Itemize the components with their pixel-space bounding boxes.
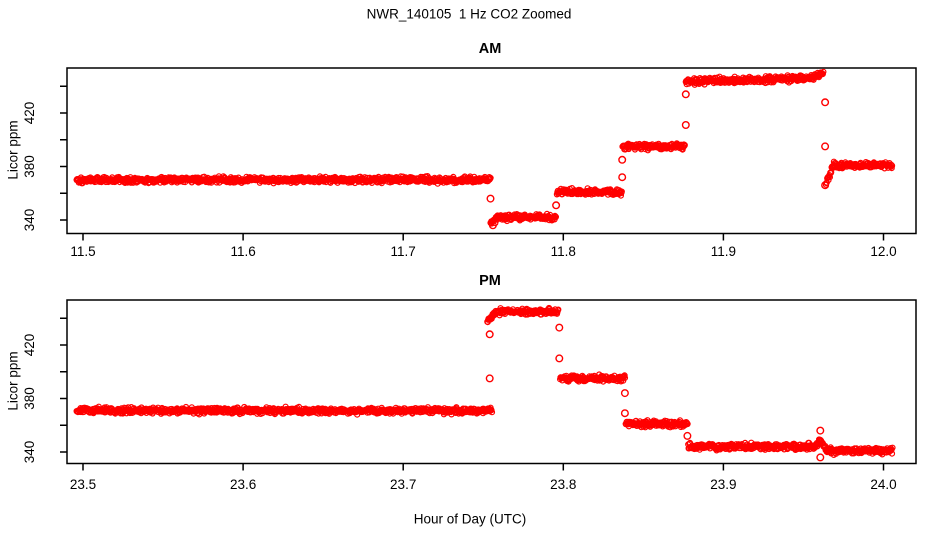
transition-point (486, 194, 495, 203)
data-point (888, 161, 895, 168)
data-point (617, 192, 625, 199)
x-tick-label: 11.8 (551, 244, 576, 259)
x-axis-label: Hour of Day (UTC) (413, 511, 527, 527)
data-point (621, 374, 629, 381)
transition-point (485, 330, 494, 339)
data-point (488, 409, 496, 416)
y-tick-label: 420 (22, 334, 37, 357)
transition-point (620, 409, 629, 418)
data-point (820, 68, 827, 75)
panel-box-am (66, 67, 917, 235)
data-point (555, 306, 562, 313)
y-tick-label: 420 (22, 102, 37, 125)
data-point (888, 165, 895, 172)
transition-point (816, 453, 825, 462)
x-tick-label: 23.6 (230, 477, 256, 492)
transition-point (683, 431, 692, 440)
pm-panel-title: PM (479, 272, 501, 289)
data-point (487, 174, 494, 181)
transition-point (618, 155, 627, 164)
data-point (681, 142, 688, 149)
x-tick-label: 23.5 (70, 477, 96, 492)
x-tick-label: 11.6 (230, 244, 255, 259)
data-point (888, 450, 896, 457)
y-tick-label: 380 (22, 155, 37, 178)
page-title: NWR_140105 1 Hz CO2 Zoomed (366, 6, 572, 22)
transition-point (555, 323, 564, 332)
x-tick-label: 23.9 (710, 477, 736, 492)
x-tick-label: 11.9 (711, 244, 736, 259)
y-tick-label: 340 (22, 441, 37, 464)
x-tick-label: 24.0 (870, 477, 896, 492)
transition-point (555, 354, 564, 363)
transition-point (488, 221, 497, 230)
data-point (618, 188, 625, 195)
data-point (888, 162, 896, 169)
x-tick-label: 11.7 (391, 244, 416, 259)
transition-point (618, 173, 627, 182)
y-tick-label: 380 (22, 387, 37, 410)
x-tick-label: 12.0 (870, 244, 896, 259)
data-point (684, 420, 691, 428)
transition-point (681, 90, 690, 99)
transition-point (821, 142, 830, 151)
transition-point (821, 181, 830, 190)
transition-point (552, 201, 561, 210)
transition-point (816, 426, 825, 435)
data-point (552, 213, 560, 221)
transition-point (620, 389, 629, 398)
transition-point (821, 98, 830, 107)
x-tick-label: 11.5 (70, 244, 95, 259)
am-y-axis-label: Licor ppm (5, 120, 21, 180)
data-point (889, 444, 896, 451)
y-tick-label: 340 (22, 209, 37, 232)
am-panel-title: AM (478, 40, 502, 57)
x-tick-label: 23.7 (390, 477, 416, 492)
panel-box-pm (66, 299, 917, 465)
transition-point (485, 374, 494, 383)
transition-point (681, 120, 690, 129)
data-point (621, 372, 628, 379)
x-tick-label: 23.8 (550, 477, 576, 492)
pm-y-axis-label: Licor ppm (5, 351, 21, 411)
data-point (198, 405, 205, 412)
